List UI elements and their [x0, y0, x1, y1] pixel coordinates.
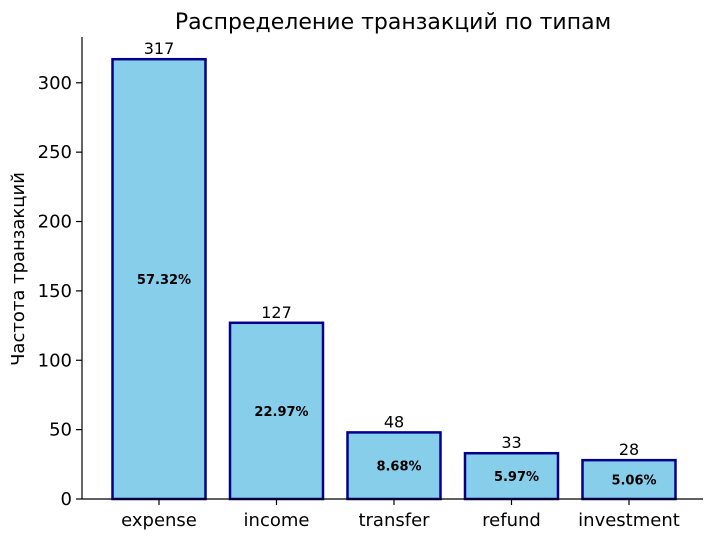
- x-tick-label: transfer: [358, 510, 430, 531]
- value-label: 48: [384, 412, 404, 431]
- bar-income: [228, 321, 325, 501]
- y-tick-label: 0: [61, 489, 72, 510]
- y-tick-label: 200: [38, 212, 72, 233]
- x-tick-label: investment: [578, 510, 680, 531]
- percent-label: 8.68%: [376, 460, 421, 475]
- percent-label: 5.97%: [494, 470, 539, 485]
- y-tick-label: 100: [38, 350, 72, 371]
- value-label: 28: [619, 440, 639, 459]
- percent-label: 5.06%: [611, 474, 656, 489]
- x-tick-label: income: [244, 510, 310, 531]
- x-tick-label: expense: [121, 510, 197, 531]
- bars-group: 317 57.32% 127 22.97% 48 8.68% 33 5.97% 28 5.06%: [111, 39, 677, 501]
- value-label: 33: [501, 433, 521, 452]
- percent-label: 22.97%: [254, 405, 308, 420]
- chart-title: Распределение транзакций по типам: [175, 10, 611, 35]
- value-label: 317: [144, 39, 175, 58]
- y-tick-label: 50: [49, 420, 72, 441]
- x-tick-label: refund: [482, 510, 541, 531]
- percent-label: 57.32%: [137, 273, 191, 288]
- y-tick-label: 250: [38, 142, 72, 163]
- value-label: 127: [261, 303, 292, 322]
- y-tick-label: 150: [38, 281, 72, 302]
- axes-group: expense income transfer refund investment 0 50…: [38, 37, 703, 531]
- y-axis-label: Частота транзакций: [8, 172, 29, 366]
- bar-expense: [111, 57, 207, 501]
- y-tick-label: 300: [38, 73, 72, 94]
- bar-refund: [463, 451, 560, 501]
